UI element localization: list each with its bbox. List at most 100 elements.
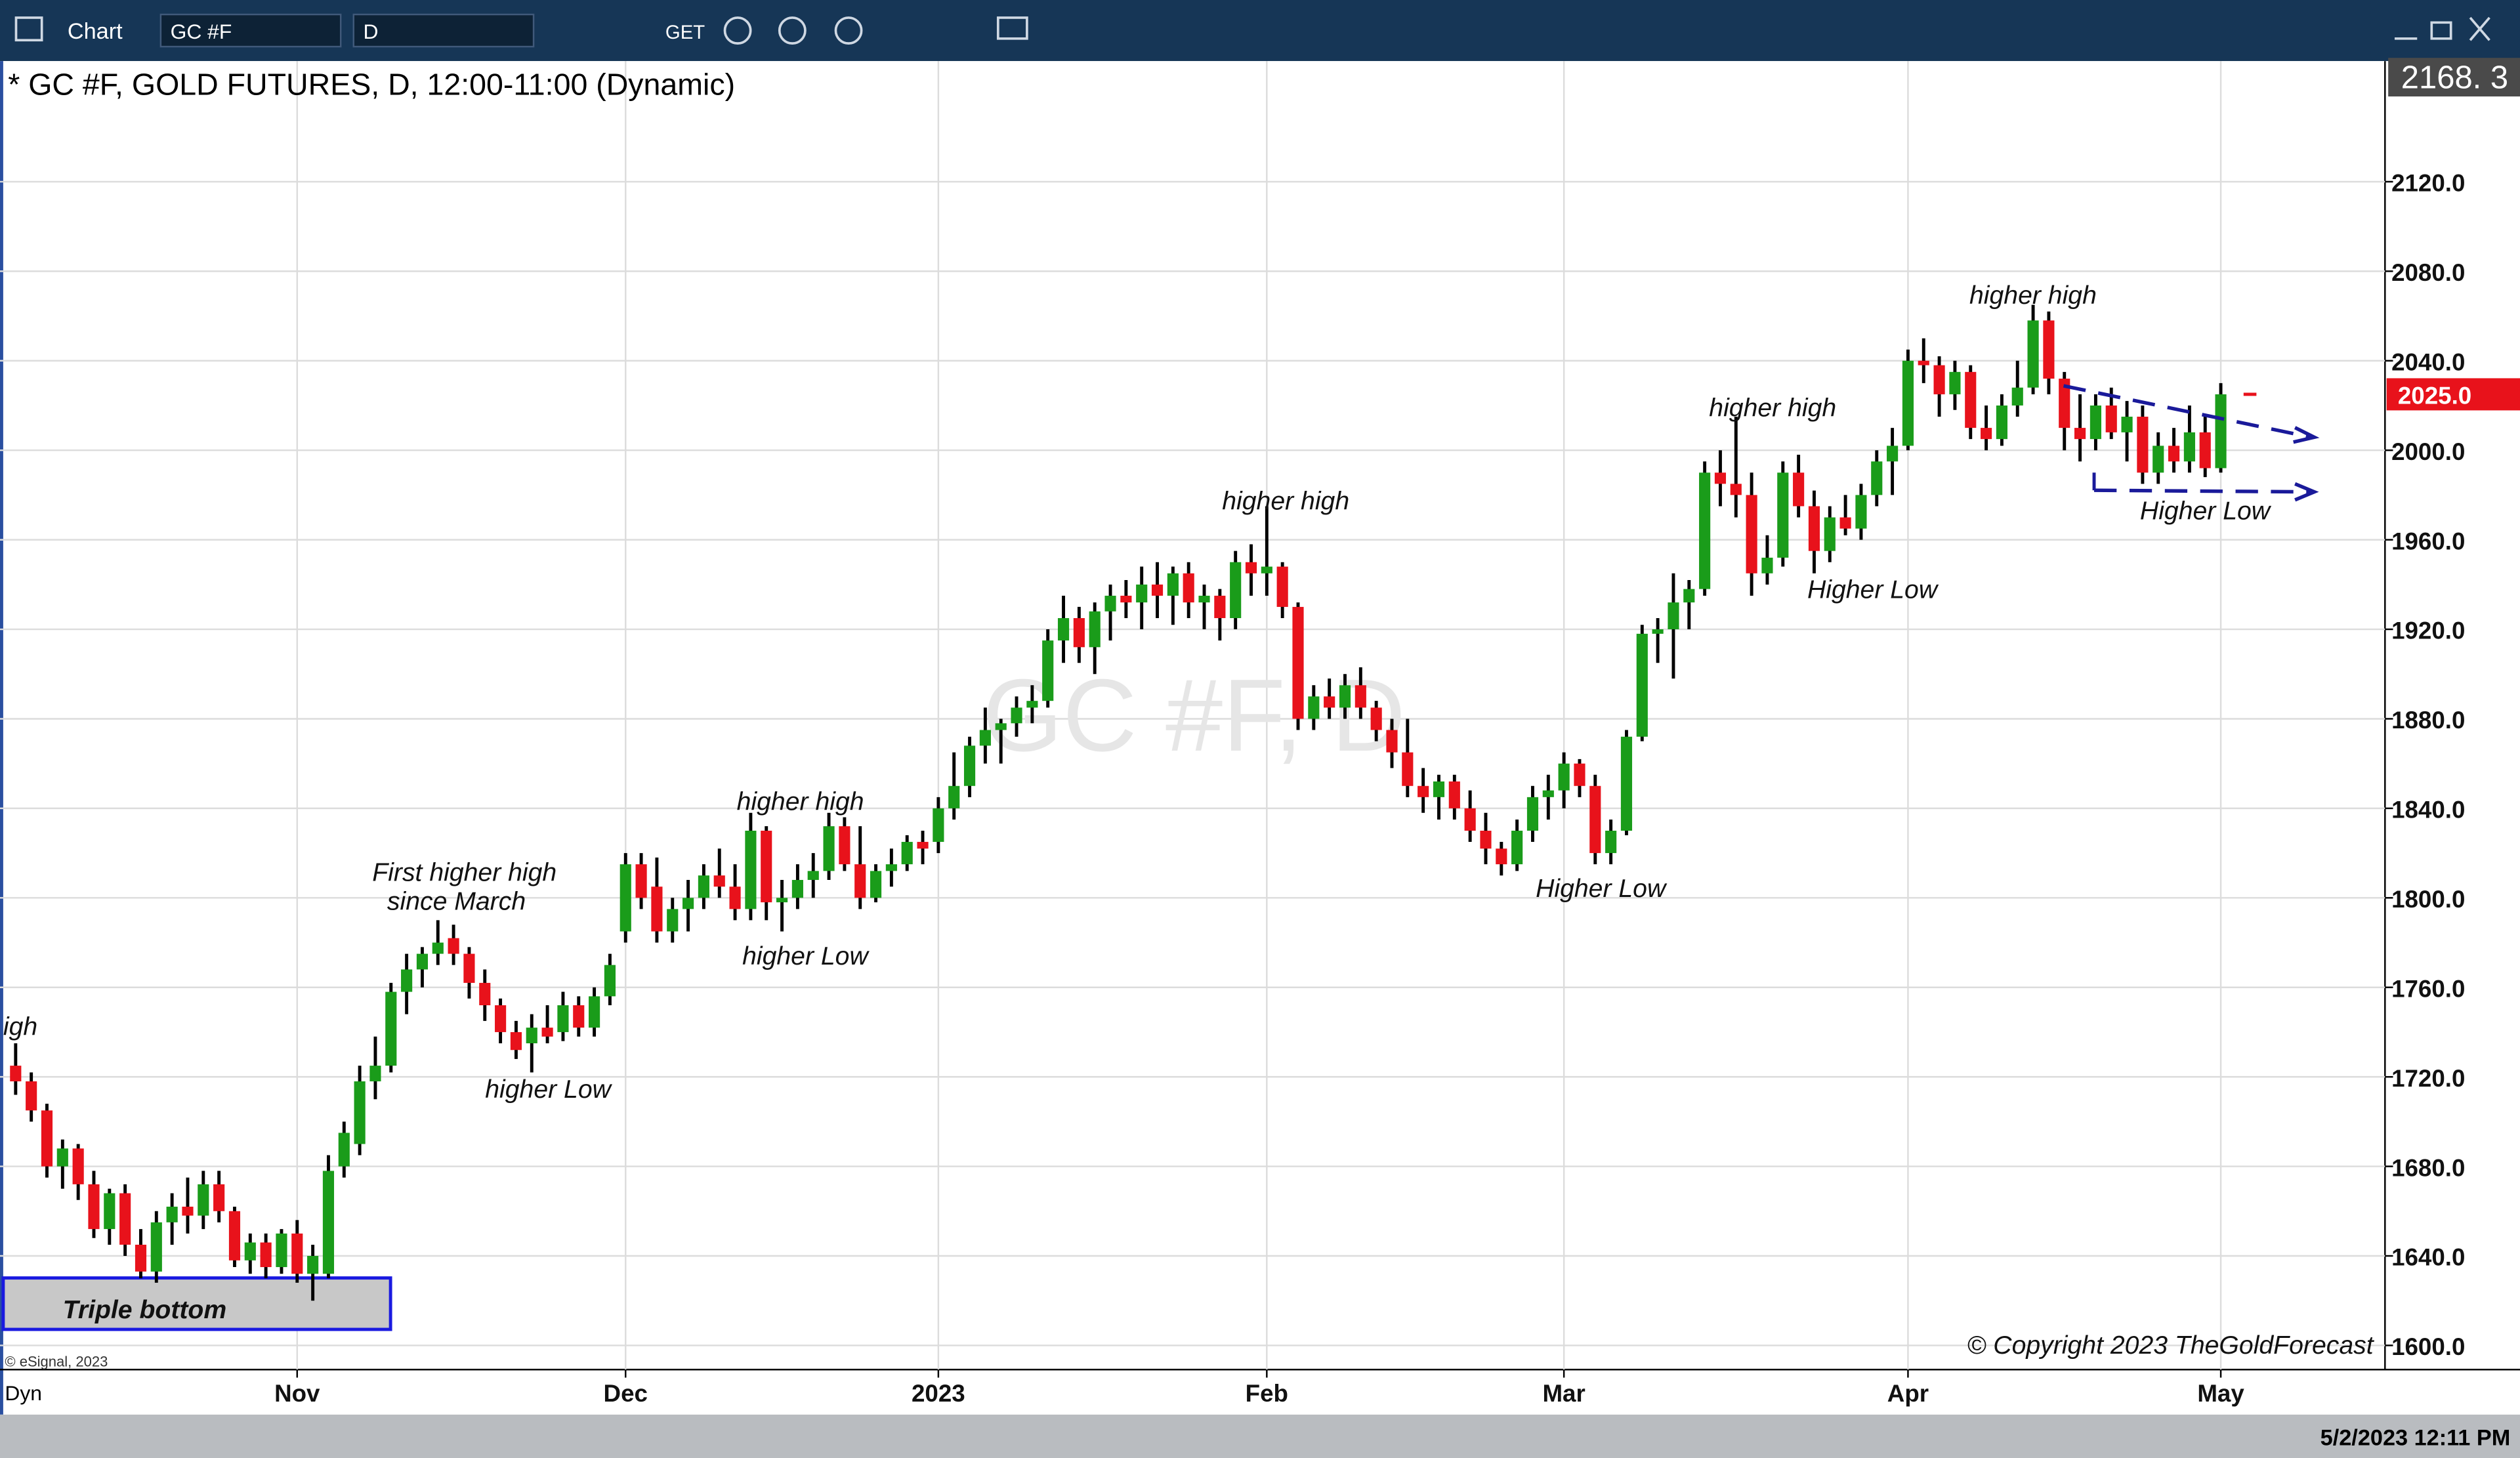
grid [0,61,2385,1370]
candle-body [1433,781,1445,797]
candle-body [1620,736,1633,831]
candle-body [1339,685,1351,708]
candle-body [228,1211,241,1260]
candle-body [2011,387,2023,406]
candle-body [291,1233,303,1274]
candle-body [745,830,757,909]
candle-body [1073,617,1085,648]
mode-label: Dyn [5,1381,42,1405]
x-tick-label: Apr [1887,1380,1929,1407]
candle-body [1526,797,1539,831]
candle-body [354,1081,366,1144]
candle-body [948,785,960,808]
y-tick-label: 2040.0 [2391,348,2465,375]
y-tick-label: 1800.0 [2391,886,2465,913]
icon[interactable] [996,16,1028,40]
candle-body [761,830,772,903]
candle-body [1198,595,1210,603]
candle-body [651,886,663,932]
candle-body [322,1171,335,1274]
timestamp: 5/2/2023 12:11 PM [2320,1425,2511,1450]
candle-body [1605,830,1617,854]
candle-body [1308,696,1320,719]
symbol-box[interactable] [159,13,342,48]
candle-body [1558,763,1570,791]
get-button[interactable]: GET [665,22,705,43]
candle-body [635,864,647,898]
candle-body [729,886,741,909]
candle-body [791,880,803,898]
interval-input[interactable]: D [363,20,378,43]
status-bar [0,1414,2520,1458]
candle-body [1918,360,1929,365]
y-tick-label: 1680.0 [2391,1154,2465,1181]
top-price-label: 2168. 3 [2401,60,2508,96]
y-tick-label: 2000.0 [2391,438,2465,465]
icon[interactable] [778,16,807,45]
candle-body [495,1005,507,1032]
candle-body [1887,446,1899,462]
candle-body [385,991,397,1066]
y-tick-label: 1960.0 [2391,528,2465,554]
x-tick-label: 2023 [912,1380,965,1407]
candle-body [682,898,694,909]
candle-body [667,909,679,932]
candle-body [1370,707,1382,730]
candle-body [933,808,944,843]
candle-body [1965,371,1977,428]
candle-body [573,1005,585,1028]
interval-box[interactable] [352,13,535,48]
candle-body [1167,573,1179,596]
candle-body [2043,320,2055,379]
candle-body [557,1005,569,1032]
candle-body [260,1242,272,1268]
candle-body [541,1028,553,1037]
candle-body [479,982,491,1006]
candle-body [448,938,459,954]
candle-body [870,871,882,898]
candle-body [1214,595,1226,618]
candle-body [1292,606,1304,719]
candle-body [2105,405,2117,432]
candle-body [104,1193,116,1230]
candle-body [10,1066,22,1081]
last-price-label: 2025.0 [2398,383,2471,409]
last-price-box [2386,378,2520,411]
candle-body [1996,405,2007,440]
candle-body [917,842,929,849]
candle-body [1261,566,1272,573]
y-tick-label: 1880.0 [2391,707,2465,734]
candle-body [2183,432,2195,462]
candle-body [1418,785,1429,797]
candle-body [150,1222,162,1272]
candle-body [213,1184,225,1211]
annotation: Higher Low [2140,497,2272,525]
candle-body [276,1233,287,1268]
chart-title: * GC #F, GOLD FUTURES, D, 12:00-11:00 (D… [8,68,735,102]
symbol-input[interactable]: GC #F [171,20,232,43]
icon[interactable] [723,16,752,45]
y-tick-label: 1600.0 [2391,1333,2465,1360]
candle-body [2215,394,2227,469]
candle-body [2059,379,2070,428]
window-controls[interactable] [2394,16,2490,41]
candle-body [698,875,709,898]
candle-body [1026,701,1038,708]
top-price-box [2388,58,2520,96]
chart-bg [0,61,2520,1458]
candle-body [776,898,788,903]
candle-body [526,1028,537,1043]
annotation: higher high [1222,488,1349,516]
candle-body [1480,830,1492,849]
annotation: higher high [1709,394,1836,423]
candle-body [72,1148,84,1184]
candle-body [1808,506,1820,551]
copyright: © Copyright 2023 TheGoldForecast [1967,1331,2375,1360]
candle-body [510,1031,522,1051]
candle-body [979,730,991,746]
candle-body [198,1184,209,1216]
icon[interactable] [834,16,863,45]
candle-body [26,1081,37,1111]
